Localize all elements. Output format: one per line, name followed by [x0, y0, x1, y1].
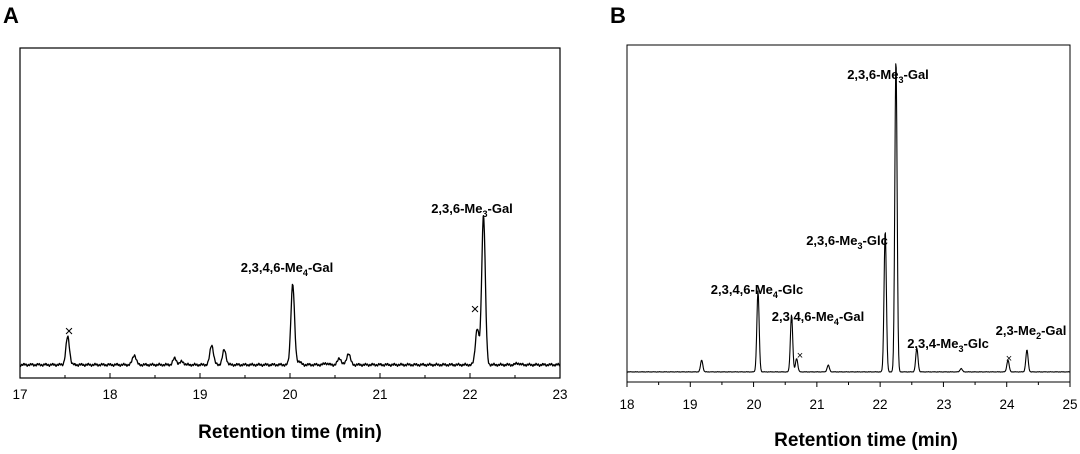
panel-b-label-tetramethyl-gal: 2,3,4,6-Me4-Gal — [772, 309, 864, 327]
panel-a-chromatogram-trace — [19, 215, 561, 368]
panel-a: A 17 18 19 20 21 22 23 Retention time (m… — [3, 3, 568, 443]
panel-b-tick-label: 23 — [936, 397, 951, 412]
panel-b-contaminant-marker: × — [797, 350, 803, 362]
panel-a-contaminant-marker: × — [65, 323, 74, 340]
panel-a-label-trimethyl-gal: 2,3,6-Me3-Gal — [431, 201, 513, 219]
panel-b-x-axis-title: Retention time (min) — [774, 430, 958, 451]
panel-a-label-tetramethyl-gal: 2,3,4,6-Me4-Gal — [241, 260, 333, 278]
panel-b-chromatogram-trace — [626, 63, 1071, 373]
panel-b-x-ticks — [626, 382, 1071, 387]
panel-b-label-trimethyl-glc: 2,3,6-Me3-Glc — [806, 233, 888, 251]
panel-a-tick-label: 23 — [552, 387, 567, 402]
panel-b-letter: B — [610, 3, 626, 28]
panel-a-tick-label: 19 — [192, 387, 207, 402]
panel-b-tick-label: 20 — [746, 397, 761, 412]
panel-b-label-trimethyl-gal: 2,3,6-Me3-Gal — [847, 67, 929, 85]
panel-a-x-tick-labels: 17 18 19 20 21 22 23 — [12, 387, 567, 402]
panel-b-tick-label: 22 — [872, 397, 887, 412]
panel-b-label-trimethyl-glc-234: 2,3,4-Me3-Glc — [907, 336, 989, 354]
panel-a-contaminant-marker: × — [471, 301, 480, 318]
panel-b-contaminant-marker: × — [1006, 353, 1012, 365]
panel-b-tick-label: 19 — [682, 397, 697, 412]
panel-a-tick-label: 22 — [462, 387, 477, 402]
panel-a-tick-label: 17 — [12, 387, 27, 402]
panel-a-tick-label: 20 — [282, 387, 297, 402]
panel-b-tick-label: 18 — [619, 397, 634, 412]
panel-b-tick-label: 21 — [809, 397, 824, 412]
panel-a-letter: A — [3, 3, 19, 28]
panel-b-label-dimethyl-gal: 2,3-Me2-Gal — [996, 323, 1067, 341]
panel-b-x-tick-labels: 18 19 20 21 22 23 24 25 — [619, 397, 1077, 412]
panel-b-label-tetramethyl-glc: 2,3,4,6-Me4-Glc — [711, 282, 803, 300]
panel-a-tick-label: 18 — [102, 387, 117, 402]
panel-a-tick-label: 21 — [372, 387, 387, 402]
panel-b-tick-label: 24 — [999, 397, 1015, 412]
panel-b-tick-label: 25 — [1062, 397, 1077, 412]
panel-a-x-axis-title: Retention time (min) — [198, 422, 382, 443]
panel-a-x-ticks — [19, 373, 561, 378]
panel-b: B 18 19 20 21 22 23 24 25 Retention time… — [610, 3, 1078, 451]
